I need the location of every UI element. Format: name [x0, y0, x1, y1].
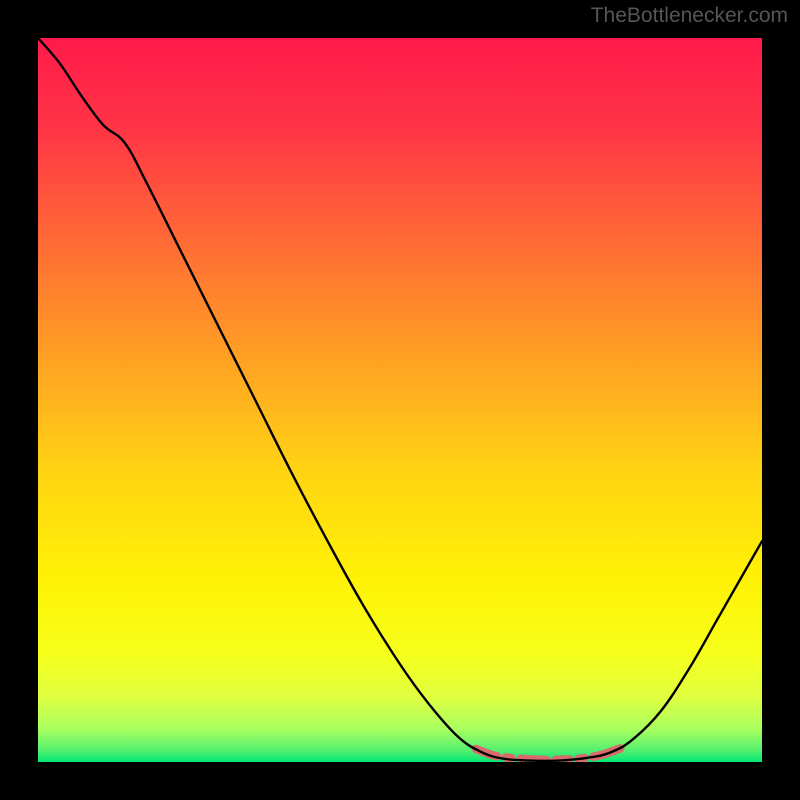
bottleneck-curve — [38, 38, 762, 761]
plot-area — [38, 38, 762, 762]
curve-layer — [38, 38, 762, 762]
watermark-text: TheBottlenecker.com — [591, 4, 788, 28]
